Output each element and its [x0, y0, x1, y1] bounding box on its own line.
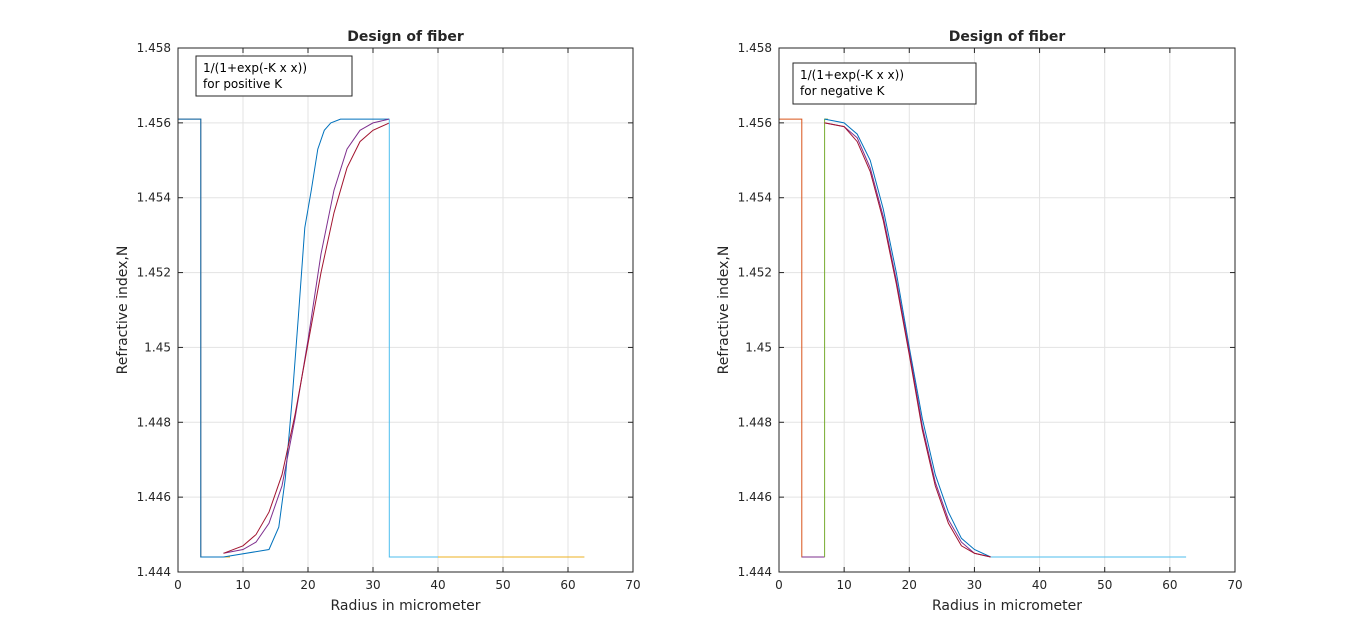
- ticks: 0 10 20 30 40 50 60 70 1.444 1.446 1.448 1.45 1.452 1…: [738, 41, 1243, 592]
- y-tick-label: 1.45: [745, 340, 772, 354]
- x-tick-label: 50: [495, 578, 510, 592]
- axes-box: [778, 47, 1236, 573]
- y-tick-label: 1.458: [738, 41, 772, 55]
- y-tick-label: 1.452: [137, 266, 171, 280]
- x-tick-label: 70: [1227, 578, 1242, 592]
- x-tick-label: 10: [235, 578, 250, 592]
- annotation-line-2: for positive K: [203, 77, 283, 91]
- x-tick-label: 20: [902, 578, 917, 592]
- x-tick-label: 60: [1162, 578, 1177, 592]
- y-axis-label: Refractive index,N: [716, 246, 732, 375]
- x-axis-label: Radius in micrometer: [331, 598, 481, 614]
- x-tick-label: 40: [430, 578, 445, 592]
- axes-box: [177, 47, 634, 573]
- annotation-line-1: 1/(1+exp(-K x x)): [800, 68, 904, 82]
- y-tick-label: 1.45: [144, 340, 171, 354]
- y-tick-label: 1.448: [738, 415, 772, 429]
- annotation-box: 1/(1+exp(-K x x)) for negative K: [792, 62, 977, 105]
- x-axis-label: Radius in micrometer: [932, 598, 1082, 614]
- x-tick-label: 30: [365, 578, 380, 592]
- x-tick-label: 0: [775, 578, 783, 592]
- gridlines: [177, 47, 634, 573]
- y-tick-label: 1.454: [137, 191, 171, 205]
- x-tick-label: 20: [300, 578, 315, 592]
- y-tick-label: 1.458: [137, 41, 171, 55]
- plot-background: [779, 48, 1235, 572]
- plot-2: 0 10 20 30 40 50 60 70 1.444 1.446 1.448 1.45 1.452 1…: [716, 29, 1243, 614]
- y-tick-label: 1.456: [137, 116, 171, 130]
- x-tick-label: 70: [625, 578, 640, 592]
- y-tick-label: 1.448: [137, 415, 171, 429]
- annotation-line-1: 1/(1+exp(-K x x)): [203, 61, 307, 75]
- annotation-line-2: for negative K: [800, 84, 886, 98]
- plot-background: [178, 48, 633, 572]
- series-line-4: [223, 118, 390, 554]
- plot-1: 0 10 20 30 40 50 60 70 1.444 1.446 1.448 1.45 1.452 1…: [115, 29, 641, 614]
- series-line-5: [824, 118, 991, 558]
- y-tick-label: 1.452: [738, 266, 772, 280]
- y-tick-label: 1.444: [738, 565, 772, 579]
- series-line-6: [824, 122, 991, 558]
- y-tick-label: 1.446: [137, 490, 171, 504]
- series-line-3: [178, 118, 390, 558]
- annotation-box: 1/(1+exp(-K x x)) for positive K: [195, 55, 353, 97]
- chart-title: Design of fiber: [949, 29, 1066, 45]
- y-tick-label: 1.444: [137, 565, 171, 579]
- x-tick-label: 0: [174, 578, 182, 592]
- chart-title: Design of fiber: [347, 29, 464, 45]
- annotation-frame: [792, 62, 977, 105]
- y-tick-label: 1.454: [738, 191, 772, 205]
- y-tick-label: 1.446: [738, 490, 772, 504]
- series-line-7: [824, 122, 991, 558]
- ticks: 0 10 20 30 40 50 60 70 1.444 1.446 1.448 1.45 1.452 1…: [137, 41, 641, 592]
- x-tick-label: 30: [967, 578, 982, 592]
- x-tick-label: 50: [1097, 578, 1112, 592]
- y-tick-label: 1.456: [738, 116, 772, 130]
- x-tick-label: 10: [837, 578, 852, 592]
- y-axis-label: Refractive index,N: [115, 246, 131, 375]
- x-tick-label: 40: [1032, 578, 1047, 592]
- x-tick-label: 60: [560, 578, 575, 592]
- annotation-frame: [195, 55, 353, 97]
- series-line-5: [223, 122, 390, 554]
